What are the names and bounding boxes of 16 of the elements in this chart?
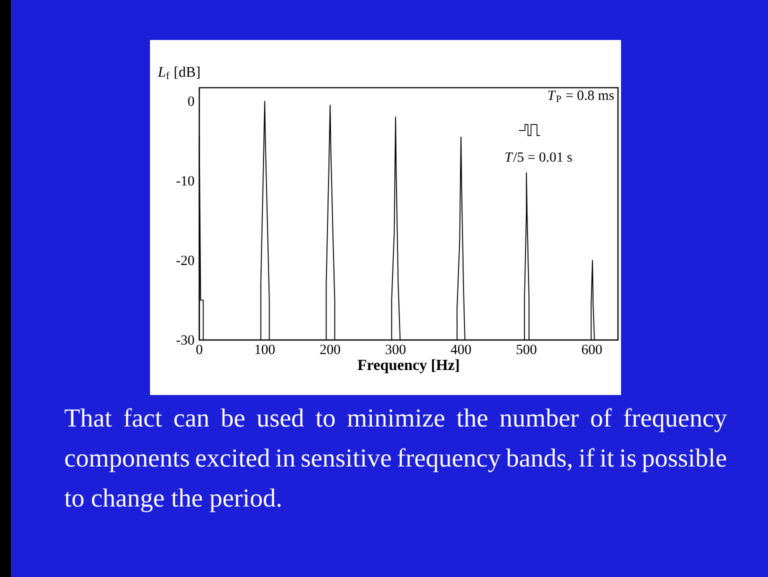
y-tick-label: -20 bbox=[176, 256, 194, 266]
y-tick-label: -30 bbox=[176, 335, 194, 345]
text: That fact can be used to minimize the number of frequency components excited in sensitive frequency bands, if it is possible to change the period. bbox=[64, 408, 727, 512]
annotation: T/5 = 0.01 s bbox=[505, 152, 572, 162]
x-tick-label: 300 bbox=[386, 344, 406, 354]
x-tick-label: 600 bbox=[582, 344, 602, 354]
annotation: T$_{P}$ = 0.8 ms bbox=[548, 90, 614, 102]
x-tick-label: 0 bbox=[196, 344, 202, 354]
y-tick-label: 0 bbox=[188, 96, 194, 106]
x-tick-label: 100 bbox=[255, 344, 275, 354]
y-tick-label: -10 bbox=[176, 176, 194, 186]
x-tick-label: 500 bbox=[516, 344, 536, 354]
y-axis-title: L$_{f}$ [dB] bbox=[158, 66, 200, 79]
x-axis-title: Frequency [Hz] bbox=[358, 359, 459, 374]
x-tick-label: 400 bbox=[450, 344, 471, 354]
x-tick-label: 200 bbox=[320, 344, 340, 354]
